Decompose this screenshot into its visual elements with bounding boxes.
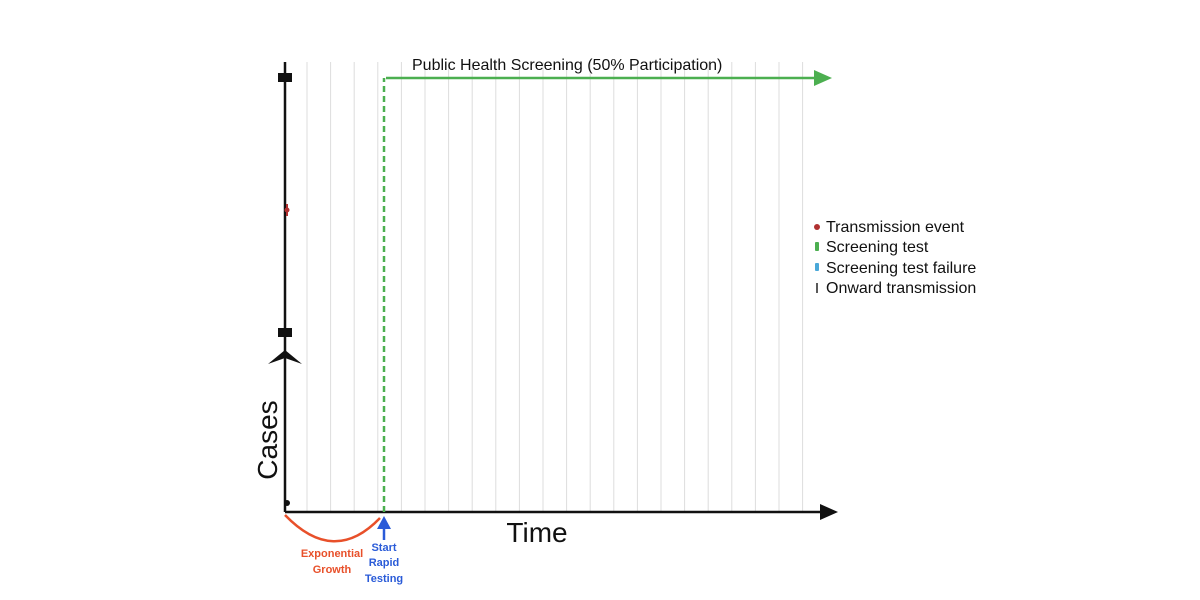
growth-label-line1: Exponential: [301, 548, 363, 560]
transmission-event-dot: [284, 207, 290, 213]
legend-screening-failure-label: Screening test failure: [826, 260, 976, 277]
legend-screening-test-label: Screening test: [826, 239, 929, 256]
grid-lines: [306, 62, 804, 511]
legend-screening-failure-marker: [815, 263, 819, 271]
origin-dot: [284, 500, 290, 506]
x-axis-arrowhead-icon: [820, 504, 838, 520]
legend-transmission-label: Transmission event: [826, 219, 965, 236]
y-axis-label: Cases: [252, 400, 283, 479]
y-axis-arrowhead-icon: [268, 350, 302, 364]
screening-arrowhead-icon: [814, 70, 832, 86]
exponential-growth-curve: [284, 514, 381, 543]
legend-transmission-dot: [814, 224, 820, 230]
x-axis-label: Time: [506, 517, 567, 548]
growth-label-line2: Growth: [313, 564, 352, 576]
legend-onward-transmission-label: Onward transmission: [826, 280, 976, 297]
start-testing-label-line1: Start: [371, 542, 396, 554]
y-axis-square-marker-top: [278, 73, 292, 82]
legend: Transmission event Screening test Screen…: [814, 219, 976, 297]
legend-screening-test-marker: [815, 242, 819, 251]
start-testing-arrowhead-icon: [377, 516, 391, 529]
screening-title: Public Health Screening (50% Participati…: [412, 57, 722, 74]
start-testing-label-line2: Rapid: [369, 557, 400, 569]
start-testing-label-line3: Testing: [365, 573, 403, 585]
y-axis-square-marker-mid: [278, 328, 292, 337]
